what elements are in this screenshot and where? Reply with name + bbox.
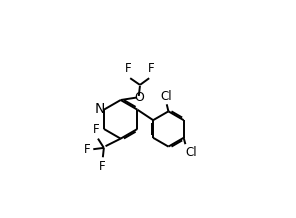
Text: Cl: Cl — [186, 145, 197, 158]
Text: O: O — [134, 91, 144, 104]
Text: N: N — [95, 102, 105, 116]
Text: F: F — [148, 62, 155, 75]
Text: F: F — [93, 123, 100, 136]
Text: F: F — [125, 62, 131, 75]
Text: F: F — [83, 143, 90, 156]
Text: F: F — [99, 160, 105, 174]
Text: Cl: Cl — [160, 90, 172, 103]
